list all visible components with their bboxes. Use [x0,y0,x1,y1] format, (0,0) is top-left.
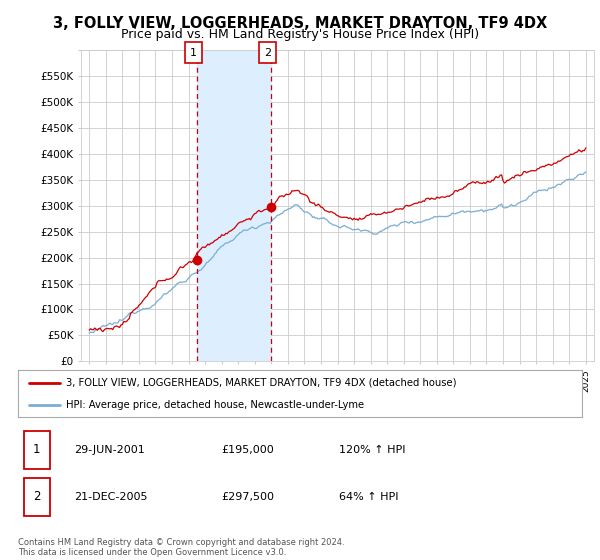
Text: 2: 2 [264,48,271,58]
Text: Contains HM Land Registry data © Crown copyright and database right 2024.
This d: Contains HM Land Registry data © Crown c… [18,538,344,557]
Text: 1: 1 [33,444,40,456]
Bar [197,50,271,361]
Text: 29-JUN-2001: 29-JUN-2001 [74,445,145,455]
Text: 1: 1 [190,48,197,58]
Text: £195,000: £195,000 [221,445,274,455]
Text: 120% ↑ HPI: 120% ↑ HPI [340,445,406,455]
FancyBboxPatch shape [23,478,50,516]
Text: 21-DEC-2005: 21-DEC-2005 [74,492,148,502]
FancyBboxPatch shape [23,431,50,469]
Text: Price paid vs. HM Land Registry's House Price Index (HPI): Price paid vs. HM Land Registry's House … [121,28,479,41]
Text: 64% ↑ HPI: 64% ↑ HPI [340,492,399,502]
Text: £297,500: £297,500 [221,492,274,502]
Text: 3, FOLLY VIEW, LOGGERHEADS, MARKET DRAYTON, TF9 4DX: 3, FOLLY VIEW, LOGGERHEADS, MARKET DRAYT… [53,16,547,31]
Text: 2: 2 [33,491,40,503]
Text: HPI: Average price, detached house, Newcastle-under-Lyme: HPI: Average price, detached house, Newc… [66,400,364,410]
Text: 3, FOLLY VIEW, LOGGERHEADS, MARKET DRAYTON, TF9 4DX (detached house): 3, FOLLY VIEW, LOGGERHEADS, MARKET DRAYT… [66,378,457,388]
